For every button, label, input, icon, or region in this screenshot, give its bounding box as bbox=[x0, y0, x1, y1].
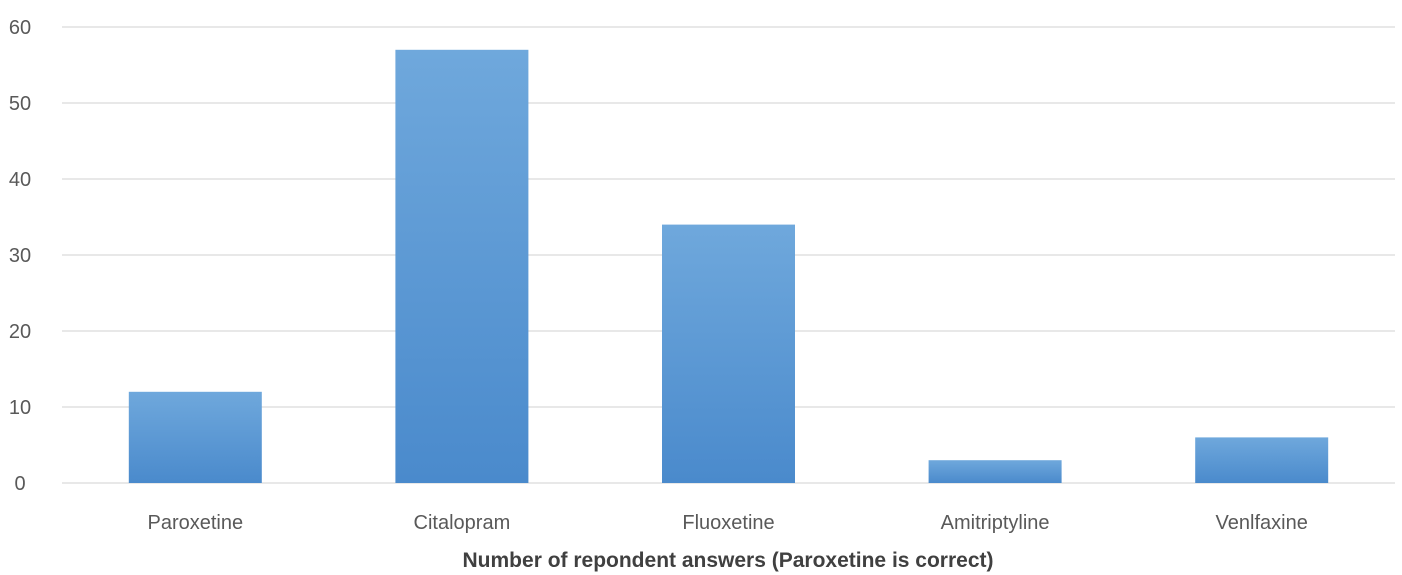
y-tick-label: 40 bbox=[9, 169, 31, 191]
bar-venlfaxine bbox=[1195, 437, 1329, 483]
bar-paroxetine bbox=[128, 391, 262, 483]
x-tick-label-fluoxetine: Fluoxetine bbox=[682, 512, 774, 534]
x-tick-label-venlfaxine: Venlfaxine bbox=[1216, 512, 1308, 534]
x-axis-title: Number of repondent answers (Paroxetine … bbox=[463, 549, 994, 572]
x-tick-label-amitriptyline: Amitriptyline bbox=[941, 512, 1050, 534]
x-axis-tick-labels: Paroxetine Citalopram Fluoxetine Amitriptyl… bbox=[147, 512, 1307, 534]
y-tick-label: 50 bbox=[9, 93, 31, 115]
bar-amitriptyline bbox=[928, 460, 1062, 483]
y-tick-label: 60 bbox=[9, 17, 31, 39]
bar-citalopram bbox=[395, 49, 529, 484]
y-tick-label: 30 bbox=[9, 245, 31, 267]
bar-fluoxetine bbox=[662, 224, 795, 483]
y-axis-tick-labels: 0 10 20 30 40 50 60 bbox=[9, 17, 31, 495]
y-tick-label: 20 bbox=[9, 321, 31, 343]
x-tick-label-citalopram: Citalopram bbox=[414, 512, 511, 534]
y-tick-label: 10 bbox=[9, 397, 31, 419]
bars bbox=[128, 49, 1329, 484]
x-tick-label-paroxetine: Paroxetine bbox=[147, 512, 243, 534]
y-tick-label: 0 bbox=[14, 473, 25, 495]
